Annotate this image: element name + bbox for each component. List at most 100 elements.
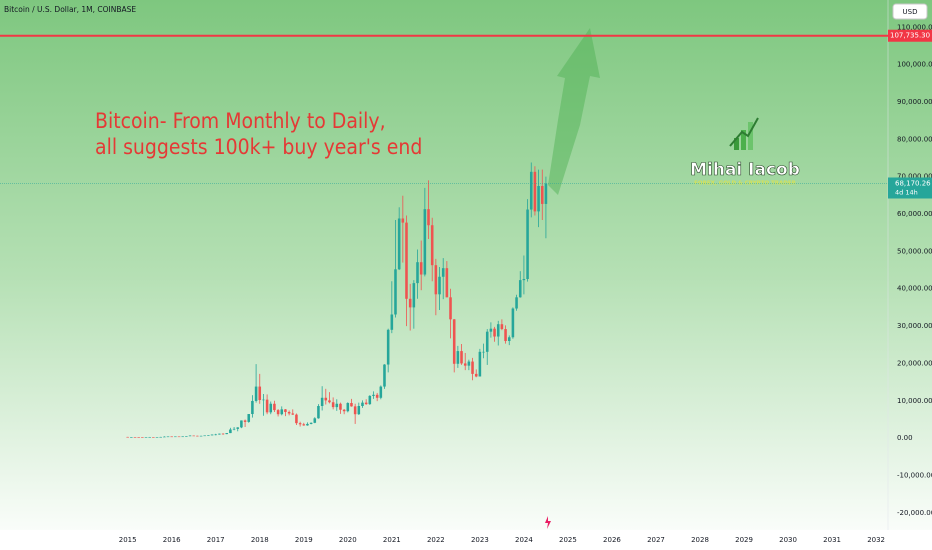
candle-body <box>357 405 361 415</box>
candle-body <box>144 437 148 438</box>
candle-body <box>159 436 162 438</box>
candle-body <box>386 329 390 365</box>
candle-body <box>529 171 533 210</box>
candle-body <box>243 420 247 422</box>
x-tick-label: 2020 <box>339 536 357 544</box>
y-tick-label: 60,000.00 <box>897 210 932 218</box>
candle-body <box>339 403 342 410</box>
y-tick-label: 40,000.00 <box>897 285 932 293</box>
candle-body <box>284 409 287 412</box>
candle-body <box>350 403 353 407</box>
candle-body <box>251 400 254 415</box>
candle-body <box>353 406 357 415</box>
candle-body <box>287 411 291 414</box>
y-tick-label: -20,000.00 <box>897 509 932 517</box>
candle-body <box>148 437 151 438</box>
candle-body <box>379 386 383 398</box>
candle-body <box>533 171 537 212</box>
candle-body <box>449 297 452 320</box>
candle-body <box>537 186 540 212</box>
candle-body <box>423 209 427 275</box>
x-tick-label: 2026 <box>603 536 621 544</box>
candle-body <box>419 262 423 275</box>
last-price-label: 68,170.26 <box>895 180 931 188</box>
projection-arrow <box>548 28 600 195</box>
candle-body <box>174 436 177 438</box>
candle-body <box>192 435 195 437</box>
candle-body <box>518 280 522 298</box>
candle-body <box>258 386 262 401</box>
y-tick-label: 110,000.00 <box>897 23 932 31</box>
candle-body <box>504 329 507 342</box>
y-tick-label: 70,000.00 <box>897 173 932 181</box>
candle-body <box>232 428 236 430</box>
candle-body <box>196 435 199 437</box>
candle-body <box>383 364 386 387</box>
candle-body <box>452 319 456 364</box>
candle-body <box>346 403 350 412</box>
candle-body <box>478 351 482 377</box>
candle-body <box>262 399 265 401</box>
logo-icon <box>729 117 759 150</box>
candle-body <box>170 436 173 438</box>
candle-body <box>471 361 474 374</box>
candle-body <box>306 423 309 426</box>
candle-body <box>522 279 526 281</box>
x-tick-label: 2017 <box>207 536 225 544</box>
currency-button[interactable] <box>892 3 928 20</box>
candle-body <box>269 403 273 413</box>
candle-body <box>489 328 493 332</box>
x-tick-label: 2023 <box>471 536 489 544</box>
candle-body <box>166 436 170 438</box>
y-tick-label: 100,000.00 <box>897 61 932 69</box>
candle-body <box>507 337 511 342</box>
candle-body <box>133 437 137 438</box>
candle-body <box>463 363 467 366</box>
x-tick-label: 2029 <box>735 536 753 544</box>
x-tick-label: 2016 <box>163 536 181 544</box>
candle-body <box>342 409 346 412</box>
candle-body <box>163 436 166 438</box>
annotation-line: all suggests 100k+ buy year's end <box>95 135 422 159</box>
candle-body <box>276 410 280 415</box>
x-tick-label: 2019 <box>295 536 313 544</box>
y-tick-label: 80,000.00 <box>897 135 932 143</box>
candle-body <box>485 331 489 352</box>
watermark-name: Mihai Iacob <box>690 160 800 180</box>
candle-body <box>460 351 463 364</box>
y-tick-label: 10,000.00 <box>897 397 932 405</box>
chart-title: Bitcoin / U.S. Dollar, 1M, COINBASE <box>4 5 136 14</box>
candle-body <box>441 268 445 277</box>
candle-body <box>298 423 302 425</box>
candle-body <box>467 361 471 366</box>
candle-body <box>221 433 225 435</box>
candle-body <box>361 402 364 406</box>
candle-body <box>368 395 372 405</box>
candle-body <box>247 414 251 422</box>
candle-body <box>324 397 328 401</box>
candle-body <box>295 414 298 424</box>
candle-body <box>309 422 313 424</box>
candle-body <box>408 298 412 308</box>
last-price-box <box>888 177 932 199</box>
x-tick-label: 2027 <box>647 536 665 544</box>
x-tick-label: 2024 <box>515 536 533 544</box>
candle-body <box>181 436 184 438</box>
candle-body <box>265 399 269 413</box>
x-tick-label: 2031 <box>823 536 841 544</box>
x-tick-label: 2030 <box>779 536 797 544</box>
candle-body <box>177 436 181 438</box>
candle-body <box>320 397 324 406</box>
candle-body <box>155 437 159 438</box>
candle-body <box>405 222 408 299</box>
candle-body <box>229 429 232 434</box>
candle-body <box>236 427 240 429</box>
candle-body <box>401 218 405 223</box>
candle-body <box>214 434 218 436</box>
candle-body <box>240 420 243 428</box>
candle-body <box>511 308 515 338</box>
candle-body <box>544 183 548 204</box>
candle-body <box>126 436 129 438</box>
watermark-tagline: FOREX, GOLD & CRYPTO TRADER <box>694 181 796 187</box>
y-tick-label: 20,000.00 <box>897 359 932 367</box>
